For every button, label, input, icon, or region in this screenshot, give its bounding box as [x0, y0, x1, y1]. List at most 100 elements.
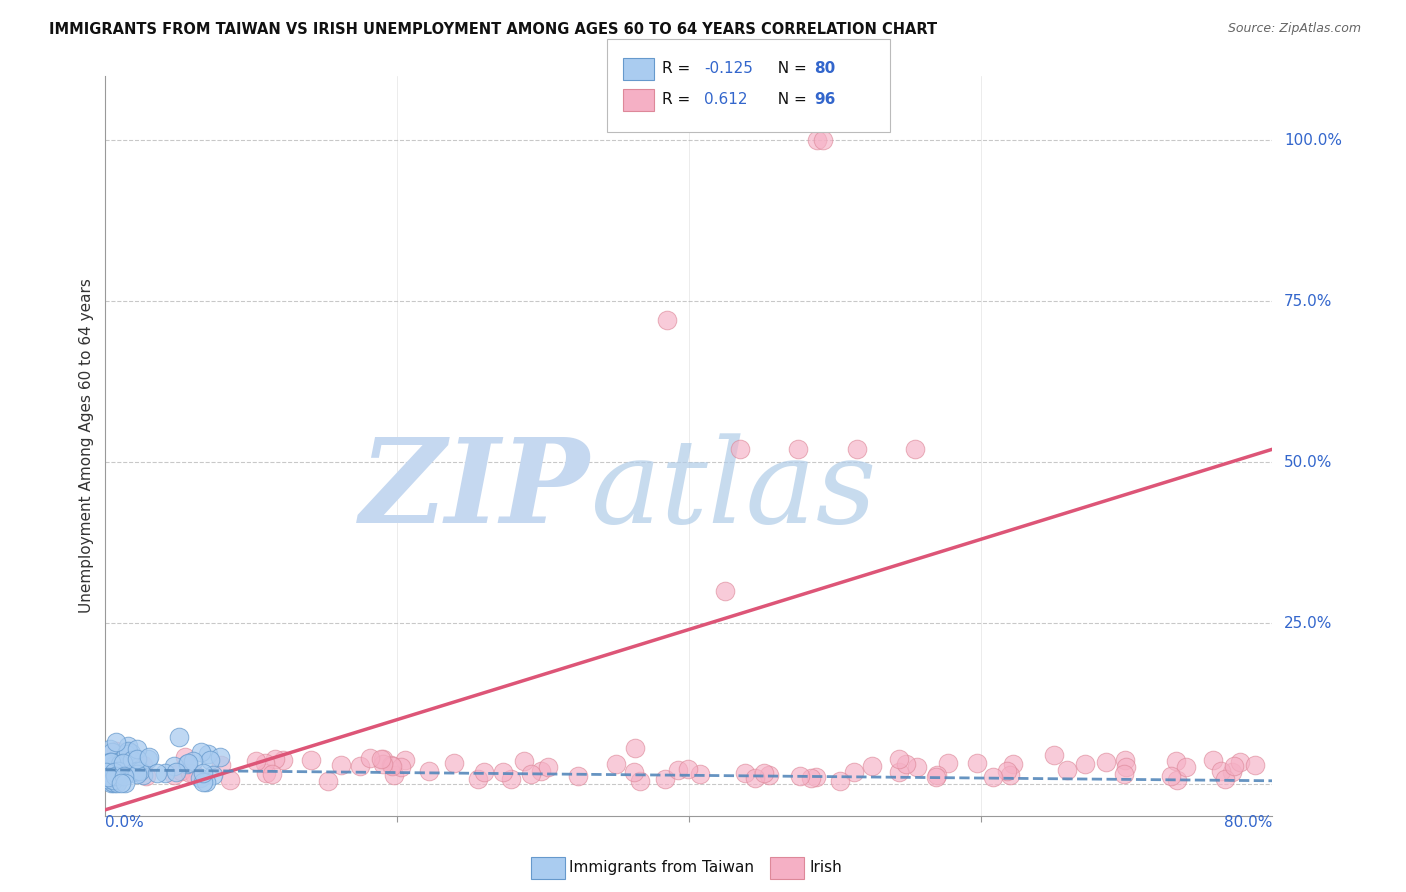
- Point: [1223, 758, 1246, 772]
- Point: [689, 767, 711, 781]
- Point: [262, 767, 284, 781]
- Point: [734, 765, 756, 780]
- Point: [1166, 772, 1188, 787]
- Point: [806, 133, 828, 147]
- Point: [371, 752, 394, 766]
- Point: [605, 757, 627, 772]
- Point: [117, 744, 139, 758]
- Point: [256, 766, 278, 780]
- Point: [811, 133, 834, 147]
- Point: [111, 766, 134, 780]
- Point: [135, 769, 157, 783]
- Point: [860, 759, 883, 773]
- Point: [472, 764, 495, 779]
- Point: [844, 765, 866, 780]
- Point: [104, 744, 127, 758]
- Point: [1175, 759, 1198, 773]
- Point: [567, 769, 589, 783]
- Point: [299, 753, 322, 767]
- Point: [758, 768, 780, 782]
- Point: [800, 771, 823, 785]
- Point: [183, 767, 205, 781]
- Point: [94, 765, 117, 780]
- Point: [97, 770, 120, 784]
- Point: [1056, 763, 1078, 777]
- Text: 96: 96: [814, 93, 835, 107]
- Point: [894, 756, 917, 771]
- Point: [170, 764, 193, 779]
- Point: [103, 776, 125, 790]
- Point: [1112, 767, 1135, 781]
- Point: [995, 764, 1018, 779]
- Point: [167, 730, 190, 744]
- Text: N =: N =: [768, 93, 811, 107]
- Point: [887, 752, 910, 766]
- Point: [101, 758, 124, 772]
- Point: [100, 767, 122, 781]
- Point: [1115, 759, 1137, 773]
- Point: [904, 442, 927, 457]
- Point: [1166, 754, 1188, 768]
- Point: [121, 753, 143, 767]
- Point: [191, 766, 214, 780]
- Point: [830, 773, 852, 788]
- Point: [131, 757, 153, 772]
- Point: [499, 772, 522, 787]
- Point: [105, 761, 128, 775]
- Point: [1243, 757, 1265, 772]
- Point: [105, 765, 128, 780]
- Point: [1209, 764, 1232, 779]
- Point: [163, 768, 186, 782]
- Point: [100, 742, 122, 756]
- Point: [96, 769, 118, 783]
- Text: 0.0%: 0.0%: [105, 814, 145, 830]
- Text: 75.0%: 75.0%: [1284, 293, 1333, 309]
- Point: [1114, 753, 1136, 767]
- Point: [380, 757, 402, 772]
- Text: IMMIGRANTS FROM TAIWAN VS IRISH UNEMPLOYMENT AMONG AGES 60 TO 64 YEARS CORRELATI: IMMIGRANTS FROM TAIWAN VS IRISH UNEMPLOY…: [49, 22, 938, 37]
- Point: [112, 769, 135, 783]
- Point: [103, 764, 125, 779]
- Point: [752, 765, 775, 780]
- Point: [370, 752, 392, 766]
- Point: [253, 756, 276, 770]
- Text: 80.0%: 80.0%: [1225, 814, 1272, 830]
- Point: [127, 764, 149, 778]
- Point: [806, 770, 828, 784]
- Point: [98, 760, 121, 774]
- Point: [183, 754, 205, 768]
- Point: [105, 766, 128, 780]
- Point: [655, 313, 678, 327]
- Point: [114, 776, 136, 790]
- Point: [191, 774, 214, 789]
- Point: [981, 770, 1004, 784]
- Point: [1160, 769, 1182, 783]
- Point: [887, 765, 910, 780]
- Point: [789, 769, 811, 783]
- Point: [1094, 756, 1116, 770]
- Point: [97, 761, 120, 775]
- Point: [107, 776, 129, 790]
- Point: [103, 757, 125, 772]
- Point: [101, 772, 124, 786]
- Point: [349, 759, 371, 773]
- Point: [666, 764, 689, 778]
- Point: [195, 775, 218, 789]
- Point: [245, 754, 267, 768]
- Point: [394, 753, 416, 767]
- Point: [316, 773, 339, 788]
- Point: [628, 773, 651, 788]
- Point: [198, 753, 221, 767]
- Text: -0.125: -0.125: [704, 62, 754, 76]
- Point: [714, 583, 737, 598]
- Point: [127, 767, 149, 781]
- Text: 0.612: 0.612: [704, 93, 748, 107]
- Text: R =: R =: [662, 93, 700, 107]
- Point: [209, 758, 232, 772]
- Point: [100, 775, 122, 789]
- Point: [100, 774, 122, 789]
- Point: [418, 764, 440, 778]
- Point: [94, 770, 117, 784]
- Point: [1222, 764, 1244, 779]
- Point: [529, 764, 551, 778]
